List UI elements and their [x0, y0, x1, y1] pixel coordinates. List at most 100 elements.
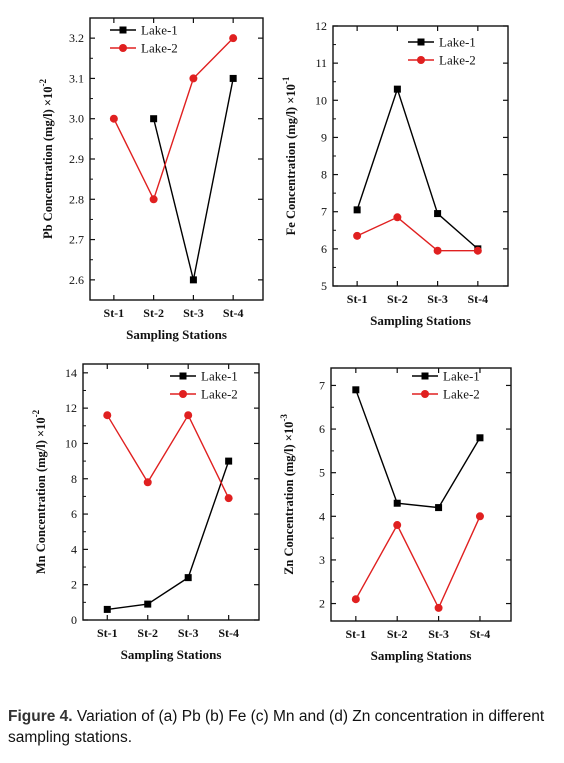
x-tick-label: St-2 [143, 306, 164, 320]
data-point [224, 494, 233, 503]
x-tick-label: St-1 [97, 626, 118, 640]
y-axis-label: Mn Concentration (mg/l) ×10-2 [31, 409, 48, 574]
data-point [144, 600, 152, 608]
y-tick-label: 3.1 [69, 71, 84, 85]
y-tick-label: 6 [71, 507, 77, 521]
y-tick-label: 4 [319, 509, 325, 523]
y-tick-label: 7 [321, 205, 327, 219]
y-tick-label: 8 [321, 168, 327, 182]
series-lake-1 [352, 386, 484, 512]
legend-label: Lake-1 [141, 23, 178, 38]
plot-frame [89, 17, 264, 301]
legend: Lake-1 Lake-2 [408, 35, 476, 68]
y-tick-label: 12 [315, 19, 327, 33]
x-tick-label: St-4 [218, 626, 239, 640]
data-point [351, 595, 360, 604]
legend-label: Lake-1 [443, 369, 480, 384]
legend-marker [179, 390, 187, 398]
x-axis-label: Sampling Stations [126, 327, 227, 342]
y-axis-label-exponent: -2 [31, 409, 41, 417]
x-tick-label: St-3 [427, 292, 448, 306]
y-axis-label-text: Mn Concentration (mg/l) ×10 [34, 417, 48, 574]
data-point [143, 478, 152, 487]
legend-marker [421, 390, 429, 398]
y-tick-label: 10 [315, 93, 327, 107]
x-tick-label: St-2 [137, 626, 158, 640]
plot-frame [332, 25, 509, 287]
chart-panel-zn: 2 3 4 5 6 7 St-1 St-2 St-3 St-4 Sampling Stations Z… [279, 367, 512, 663]
x-tick-label: St-2 [387, 292, 408, 306]
series-line [106, 413, 230, 499]
y-tick-label: 3.2 [69, 31, 84, 45]
y-axis-label: Fe Concentration (mg/l) ×10-1 [281, 76, 298, 235]
legend-label: Lake-2 [439, 53, 476, 68]
y-tick-label: 7 [319, 378, 325, 392]
data-point [189, 276, 197, 284]
y-tick-label: 2.7 [69, 233, 84, 247]
y-tick-label: 0 [71, 613, 77, 627]
caption-label: Figure 4. [8, 708, 73, 725]
y-axis-label-exponent: -2 [38, 78, 48, 86]
legend: Lake-1 Lake-2 [412, 369, 480, 402]
data-point [353, 206, 361, 214]
y-axis-label-text: Zn Concentration (mg/l) ×10 [282, 422, 296, 575]
y-tick-label: 14 [65, 366, 77, 380]
data-point [184, 411, 193, 420]
x-tick-label: St-4 [470, 627, 491, 641]
y-tick-label: 5 [319, 466, 325, 480]
data-point [184, 574, 192, 582]
x-tick-label: St-3 [178, 626, 199, 640]
data-point [393, 85, 401, 93]
legend-marker [417, 38, 425, 46]
legend-label: Lake-2 [201, 387, 238, 402]
series-line [356, 86, 479, 250]
legend-marker [179, 372, 187, 380]
data-point [150, 115, 158, 123]
legend-label: Lake-1 [201, 369, 238, 384]
data-point [225, 457, 233, 465]
data-point [353, 231, 362, 240]
x-tick-label: St-3 [183, 306, 204, 320]
y-tick-label: 2 [71, 578, 77, 592]
chart-panel-fe: 5 6 7 8 9 10 11 12 St-1 St-2 St-3 St-4 Sampling Stat… [281, 19, 509, 328]
data-point [393, 499, 401, 507]
series-lake-2 [109, 34, 238, 204]
y-tick-label: 2.9 [69, 152, 84, 166]
x-tick-label: St-1 [345, 627, 366, 641]
series-line [107, 460, 230, 611]
y-tick-label: 2.8 [69, 192, 84, 206]
y-axis-label-exponent: -3 [279, 414, 289, 422]
y-axis-label-text: Pb Concentration (mg/l) ×10 [41, 86, 55, 239]
series-line [356, 216, 478, 252]
series-lake-1 [150, 74, 237, 284]
plot-frame [82, 363, 260, 621]
legend-marker [119, 44, 127, 52]
y-tick-label: 3.0 [69, 112, 84, 126]
series-line [152, 78, 234, 281]
legend-marker [417, 56, 425, 64]
figure-canvas: 2.6 2.7 2.8 2.9 3.0 3.1 3.2 St-1 St-2 St-3 St-4 Sam… [31, 17, 512, 663]
series-lake-2 [353, 213, 482, 255]
figure-caption: Figure 4. Variation of (a) Pb (b) Fe (c)… [8, 706, 556, 748]
y-tick-label: 4 [71, 542, 77, 556]
data-point [475, 512, 484, 521]
data-point [229, 34, 238, 43]
series-lake-2 [103, 411, 233, 503]
data-point [103, 411, 112, 420]
data-point [473, 246, 482, 255]
series-lake-1 [103, 457, 233, 613]
y-tick-label: 6 [319, 422, 325, 436]
x-tick-label: St-4 [467, 292, 488, 306]
y-tick-label: 6 [321, 242, 327, 256]
legend-label: Lake-2 [141, 41, 178, 56]
series-line [355, 516, 481, 610]
series-lake-2 [351, 512, 484, 612]
y-tick-label: 5 [321, 279, 327, 293]
data-point [352, 386, 360, 394]
y-axis-label: Zn Concentration (mg/l) ×10-3 [279, 414, 296, 575]
series-lake-1 [353, 85, 482, 253]
data-point [435, 504, 443, 512]
y-tick-label: 3 [319, 553, 325, 567]
x-tick-label: St-1 [347, 292, 368, 306]
legend-label: Lake-1 [439, 35, 476, 50]
